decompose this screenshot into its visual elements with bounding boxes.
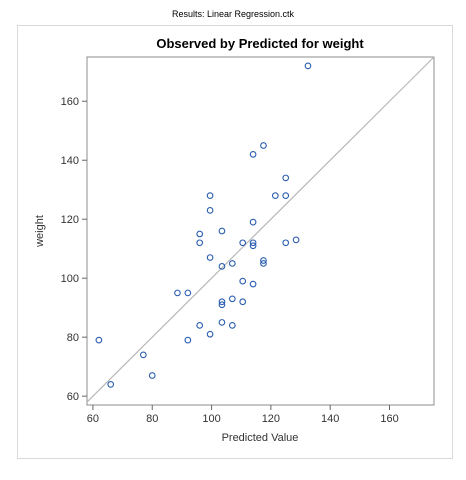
- data-point: [218, 227, 226, 235]
- data-point: [271, 192, 279, 199]
- results-title: Results: Linear Regression.ctk: [171, 9, 295, 19]
- data-point: [228, 322, 236, 329]
- data-point: [249, 239, 257, 247]
- data-point: [206, 254, 214, 261]
- x-tick-label: 80: [146, 413, 158, 425]
- data-point: [95, 336, 103, 344]
- data-point: [206, 207, 214, 214]
- y-tick-label: 80: [67, 332, 79, 344]
- data-point: [260, 257, 267, 264]
- data-point: [196, 239, 204, 247]
- data-point: [107, 381, 115, 388]
- data-point: [218, 301, 226, 309]
- data-point: [218, 298, 226, 306]
- data-point: [174, 289, 181, 297]
- x-tick-label: 120: [262, 413, 280, 425]
- data-point: [196, 322, 204, 329]
- data-point: [239, 277, 247, 285]
- data-point: [228, 260, 236, 267]
- data-point: [218, 319, 226, 326]
- chart-title: Observed by Predicted for weight: [156, 36, 364, 51]
- data-point: [228, 295, 236, 303]
- data-point: [184, 289, 192, 297]
- data-point: [292, 236, 300, 244]
- data-point: [282, 174, 290, 182]
- y-tick-label: 140: [61, 155, 79, 167]
- data-point: [206, 330, 214, 338]
- data-point: [218, 263, 226, 270]
- data-point: [282, 192, 290, 199]
- data-point: [260, 260, 267, 267]
- x-axis-label: Predicted Value: [222, 432, 299, 444]
- reference-line: [86, 56, 435, 403]
- x-tick-label: 140: [321, 413, 339, 425]
- data-point: [282, 239, 290, 247]
- data-point: [239, 239, 247, 247]
- data-point: [239, 298, 247, 306]
- data-point: [148, 372, 156, 379]
- data-point: [206, 192, 214, 199]
- x-tick-label: 60: [87, 413, 99, 425]
- data-point: [184, 336, 192, 344]
- y-tick-label: 160: [61, 96, 79, 108]
- y-axis-label: weight: [34, 215, 46, 248]
- y-tick-label: 100: [61, 273, 79, 285]
- data-point: [260, 142, 267, 149]
- data-point: [249, 218, 257, 226]
- data-point: [249, 280, 257, 288]
- data-point: [196, 230, 204, 238]
- y-tick-label: 60: [67, 391, 79, 403]
- data-point: [140, 351, 147, 359]
- x-tick-label: 100: [202, 413, 220, 425]
- x-tick-label: 160: [380, 413, 398, 425]
- y-tick-label: 120: [61, 214, 79, 226]
- data-point: [249, 150, 257, 158]
- data-point: [304, 62, 312, 70]
- data-point: [249, 242, 257, 250]
